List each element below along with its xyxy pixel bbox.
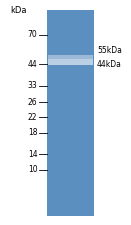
Text: 33: 33 (28, 81, 37, 90)
Text: 55kDa: 55kDa (97, 46, 122, 55)
Bar (48, 54, 93, 59)
Text: 44: 44 (28, 60, 37, 69)
Text: 44kDa: 44kDa (97, 60, 122, 69)
Text: 18: 18 (28, 128, 37, 137)
Text: 26: 26 (28, 98, 37, 107)
Bar (48, 59, 93, 65)
Text: 10: 10 (28, 165, 37, 174)
Text: 14: 14 (28, 150, 37, 159)
Text: 22: 22 (28, 112, 37, 122)
Text: kDa: kDa (10, 6, 27, 15)
Bar (47, 10, 94, 216)
Text: 70: 70 (28, 30, 37, 39)
